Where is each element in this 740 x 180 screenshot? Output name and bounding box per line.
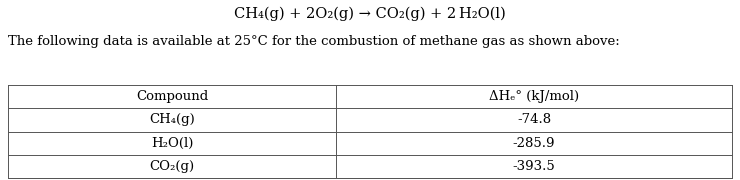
Text: ΔHₑ° (kJ/mol): ΔHₑ° (kJ/mol): [489, 90, 579, 103]
Text: H₂O(l): H₂O(l): [151, 137, 193, 150]
Text: CO₂(g): CO₂(g): [149, 160, 195, 173]
Text: Compound: Compound: [136, 90, 208, 103]
Text: -74.8: -74.8: [517, 113, 551, 126]
Text: CH₄(g): CH₄(g): [149, 113, 195, 126]
Text: -285.9: -285.9: [513, 137, 555, 150]
Text: The following data is available at 25°C for the combustion of methane gas as sho: The following data is available at 25°C …: [8, 35, 620, 48]
Text: CH₄(g) + 2O₂(g) → CO₂(g) + 2 H₂O(l): CH₄(g) + 2O₂(g) → CO₂(g) + 2 H₂O(l): [234, 7, 506, 21]
Text: -393.5: -393.5: [513, 160, 556, 173]
